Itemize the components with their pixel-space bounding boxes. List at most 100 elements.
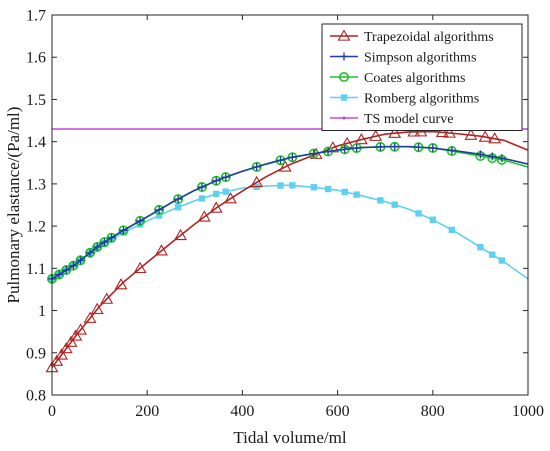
legend-marker-3	[340, 94, 348, 101]
series-3-point-29	[489, 251, 496, 258]
legend-label-4: TS model curve	[364, 112, 453, 127]
series-0-point-2	[55, 348, 68, 360]
legend-marker-1	[340, 52, 348, 61]
series-line-0	[51, 130, 529, 369]
series-2-point-12	[173, 194, 184, 205]
series-0-point-15	[209, 201, 223, 213]
series-0-point-10	[114, 278, 128, 290]
series-1-point-24	[390, 142, 399, 151]
legend-label-3: Romberg algorithms	[364, 92, 479, 107]
legend-label-1: Simpson algorithms	[364, 51, 476, 66]
legend-marker-2	[338, 72, 349, 83]
series-1-point-19	[309, 149, 318, 158]
series-0-point-11	[133, 261, 147, 274]
series-3-point-13	[198, 195, 206, 202]
y-tick-label-7: 1.5	[26, 92, 46, 109]
y-tick-label-0: 0.8	[26, 388, 46, 405]
y-axis-label: Pulmonary elastance/(Pa/ml)	[4, 107, 23, 304]
series-0-point-21	[340, 136, 354, 149]
series-3-point-19	[310, 184, 317, 191]
series-1-point-11	[155, 205, 164, 214]
x-tick-label-2: 400	[230, 403, 254, 420]
series-3-point-18	[289, 182, 296, 189]
series-0-point-14	[197, 210, 211, 222]
series-2-point-14	[211, 175, 222, 186]
series-1-point-1	[55, 270, 64, 279]
series-3-point-20	[324, 185, 332, 193]
series-0-point-29	[464, 128, 478, 140]
series-0-point-16	[224, 192, 237, 204]
series-1-point-22	[352, 144, 361, 153]
series-3-point-26	[429, 216, 436, 223]
series-0-point-1	[50, 354, 64, 366]
series-0-point-31	[488, 132, 502, 144]
legend-entry-1: Simpson algorithms	[330, 51, 476, 66]
series-2-point-17	[275, 155, 286, 166]
series-0	[45, 125, 529, 373]
x-tick-label-3: 600	[326, 403, 350, 420]
y-tick-label-8: 1.6	[26, 50, 46, 67]
series-2-point-4	[75, 255, 86, 266]
legend-entry-0: Trapezoidal algorithms	[330, 29, 494, 45]
series-1-point-21	[340, 145, 349, 154]
series-1-point-10	[136, 216, 145, 225]
series-0-point-12	[155, 244, 168, 256]
series-1-point-20	[324, 147, 333, 156]
ticks-layer: 0 200 400 600 800 1000 0.8 0.9 1 1.1 1.2 1.3 1.4 1.5 1…	[26, 8, 544, 421]
plot-frame	[51, 14, 529, 396]
series-1-point-14	[212, 176, 221, 185]
series-0-point-24	[388, 126, 402, 138]
y-tick-label-1: 0.9	[26, 345, 46, 362]
y-tick-label-4: 1.2	[26, 219, 46, 236]
series-1	[48, 142, 529, 283]
series-3-point-12	[174, 204, 182, 211]
series-2-point-5	[85, 247, 96, 258]
series-1-point-30	[497, 154, 506, 163]
series-0-point-26	[414, 125, 428, 137]
series-1-point-4	[76, 256, 85, 265]
series-3-point-30	[498, 257, 506, 264]
series-0-point-5	[69, 329, 83, 341]
series-0-point-7	[83, 311, 97, 323]
series-0-point-9	[100, 292, 114, 304]
series-0-point-4	[64, 335, 78, 347]
series-3-point-15	[222, 188, 229, 195]
legend-label-0: Trapezoidal algorithms	[364, 30, 494, 45]
y-tick-label-2: 1	[38, 303, 46, 320]
legend: Trapezoidal algorithms Simpson algorithms…	[321, 23, 523, 131]
series-3-point-17	[277, 182, 284, 189]
legend-marker-0	[337, 29, 351, 41]
series-0-point-8	[90, 302, 104, 314]
series-2-point-3	[68, 260, 79, 271]
series-1-point-2	[62, 266, 71, 275]
series-1-point-29	[488, 152, 497, 161]
x-tick-label-1: 200	[135, 403, 159, 420]
series-3-point-25	[415, 210, 422, 217]
y-tick-label-5: 1.3	[26, 176, 46, 193]
series-0-point-28	[443, 126, 456, 138]
series-1-point-16	[252, 162, 261, 171]
series-1-point-8	[107, 233, 116, 242]
series-0-point-25	[407, 125, 421, 137]
series-1-point-7	[100, 238, 109, 247]
series-1-point-26	[428, 144, 437, 152]
series-1-point-18	[288, 153, 297, 162]
x-tick-label-0: 0	[48, 403, 56, 420]
series-2-point-15	[220, 172, 231, 183]
series-1-point-9	[119, 226, 128, 235]
series-2-point-2	[61, 265, 72, 276]
series-1-point-13	[197, 183, 206, 192]
series-0-point-6	[74, 323, 88, 335]
series-3-point-21	[341, 188, 348, 196]
series-3-point-22	[353, 191, 360, 198]
series-1-point-23	[376, 142, 385, 151]
x-tick-label-5: 1000	[512, 403, 544, 420]
series-0-point-18	[278, 160, 292, 172]
series-0-point-13	[174, 228, 187, 241]
series-1-point-3	[69, 261, 78, 270]
series-2-point-6	[92, 242, 103, 253]
y-tick-label-3: 1.1	[26, 261, 46, 278]
series-2-point-9	[118, 225, 129, 236]
series-2-point-16	[251, 161, 262, 172]
